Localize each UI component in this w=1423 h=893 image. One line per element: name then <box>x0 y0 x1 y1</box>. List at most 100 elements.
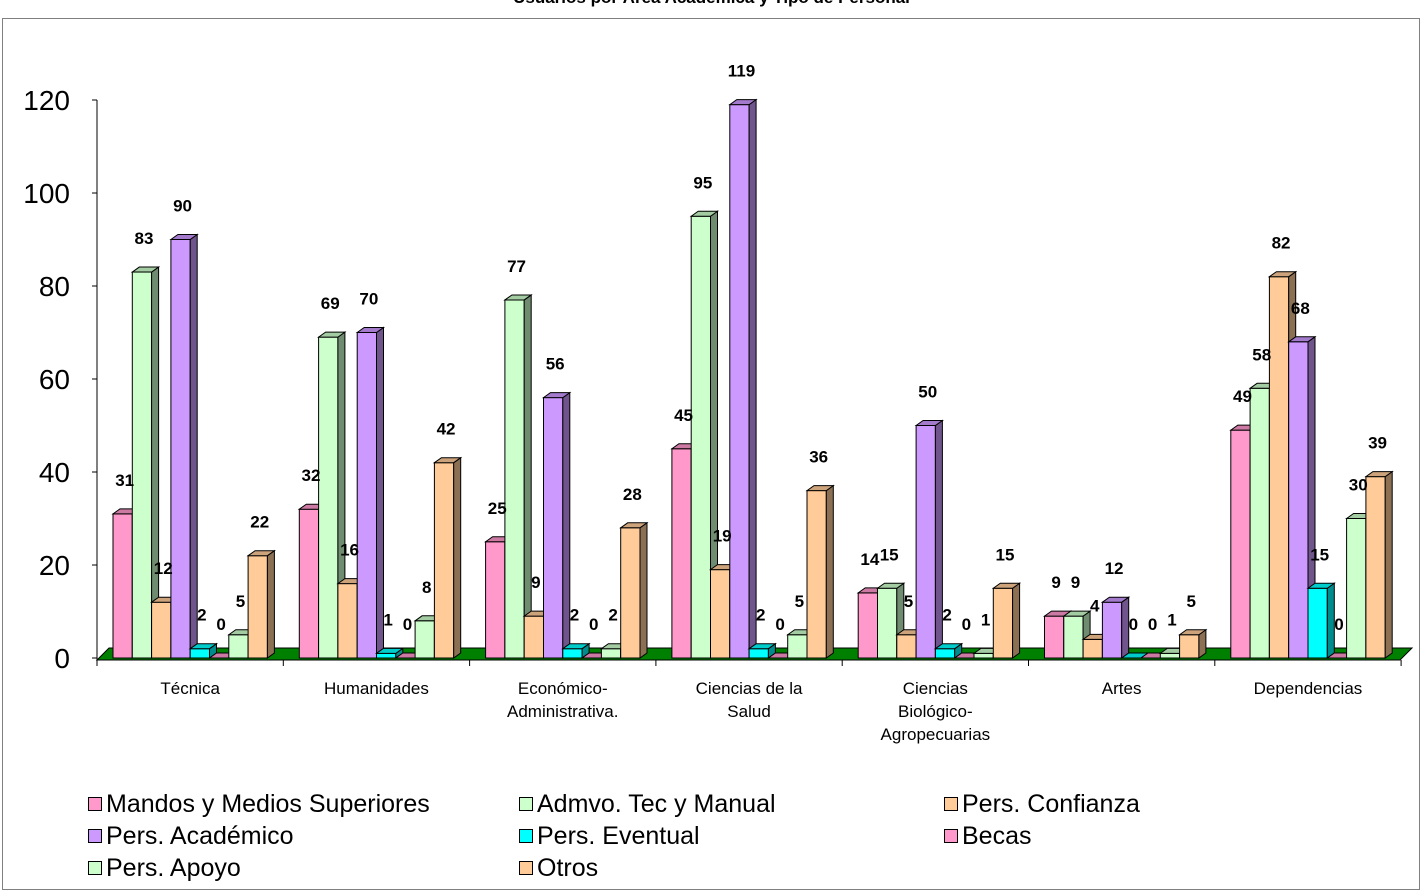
data-label: 2 <box>756 606 765 625</box>
bar-top <box>432 457 463 464</box>
data-label: 77 <box>507 257 526 276</box>
bar <box>131 271 153 659</box>
bar-side <box>748 98 757 659</box>
bar-top <box>728 99 758 106</box>
bar <box>671 448 692 659</box>
category-label: Ciencias de la <box>696 679 803 698</box>
data-label: 9 <box>531 573 540 592</box>
bar-side <box>639 521 648 659</box>
bar <box>414 620 435 659</box>
y-tick-label: 40 <box>39 457 70 488</box>
bar <box>376 652 397 659</box>
data-label: 68 <box>1291 299 1310 318</box>
data-label: 82 <box>1272 234 1291 253</box>
bar-top <box>374 647 405 654</box>
data-label: 0 <box>1129 615 1138 634</box>
bar-side <box>825 484 834 659</box>
bar <box>562 648 583 659</box>
category-label: Salud <box>727 702 770 721</box>
data-label: 0 <box>589 615 598 634</box>
data-label: 0 <box>1148 615 1157 634</box>
bar <box>298 508 320 659</box>
legend-swatch <box>88 861 102 875</box>
bar <box>318 336 339 659</box>
bar-side <box>376 326 384 659</box>
data-label: 0 <box>216 615 225 634</box>
bar <box>1179 634 1200 659</box>
bar <box>710 569 731 659</box>
bar-top <box>619 522 649 529</box>
category-label: Técnica <box>160 679 220 698</box>
legend-label: Admvo. Tec y Manual <box>537 789 776 818</box>
data-label: 39 <box>1368 434 1387 453</box>
legend-label: Pers. Eventual <box>537 821 700 850</box>
bar-top <box>317 331 347 338</box>
bar <box>1268 276 1290 659</box>
legend-item: Mandos y Medios Superiores <box>88 788 430 820</box>
bar-top <box>1267 271 1298 278</box>
category-label: Humanidades <box>324 679 429 698</box>
bar <box>1307 587 1328 659</box>
legend-item: Pers. Confianza <box>944 788 1140 820</box>
y-tick-label: 120 <box>23 85 70 116</box>
data-label: 28 <box>623 485 642 504</box>
bar-top <box>169 234 199 240</box>
legend-item: Pers. Académico <box>88 820 294 852</box>
data-label: 12 <box>1105 559 1124 578</box>
bar-top <box>747 643 777 650</box>
data-label: 15 <box>995 545 1014 564</box>
data-label: 2 <box>608 606 617 625</box>
data-label: 15 <box>880 545 899 564</box>
bar <box>787 634 808 659</box>
category-label: Biológico- <box>898 702 973 721</box>
bar <box>600 648 622 659</box>
legend-label: Pers. Confianza <box>962 789 1140 818</box>
bar <box>356 332 378 659</box>
data-label: 22 <box>250 513 269 532</box>
category-label: Administrativa. <box>507 702 618 721</box>
data-label: 1 <box>1167 610 1176 629</box>
data-label: 19 <box>713 527 732 546</box>
y-tick-label: 60 <box>39 364 70 395</box>
category-label: Dependencias <box>1254 679 1363 698</box>
y-tick-label: 0 <box>54 643 70 674</box>
bar-top <box>914 420 944 426</box>
data-label: 58 <box>1252 345 1271 364</box>
legend-swatch <box>519 829 533 843</box>
category-label: Económico- <box>518 679 608 698</box>
data-label: 49 <box>1233 387 1252 406</box>
bar-top <box>1178 629 1208 636</box>
bar-top <box>1364 471 1394 478</box>
bar <box>992 587 1014 659</box>
data-label: 2 <box>570 606 579 625</box>
category-label: Artes <box>1102 679 1142 698</box>
data-label: 9 <box>1051 573 1060 592</box>
legend-swatch <box>944 797 958 811</box>
data-label: 5 <box>236 592 245 611</box>
bar <box>1044 615 1065 659</box>
bar <box>1346 518 1367 659</box>
bar <box>915 425 936 659</box>
data-label: 32 <box>301 466 320 485</box>
y-tick-label: 100 <box>23 178 70 209</box>
bar <box>748 648 769 659</box>
bar-top <box>1062 610 1092 617</box>
bar-top <box>805 485 835 492</box>
data-label: 25 <box>488 499 507 518</box>
data-label: 5 <box>795 592 804 611</box>
data-label: 0 <box>1334 615 1343 634</box>
bar-top <box>1306 582 1336 589</box>
bar <box>228 634 249 659</box>
bar-top <box>246 550 276 557</box>
legend-item: Pers. Apoyo <box>88 852 241 884</box>
data-label: 14 <box>860 550 879 569</box>
data-label: 15 <box>1310 545 1329 564</box>
y-tick-label: 20 <box>39 550 70 581</box>
data-label: 8 <box>422 578 431 597</box>
bar <box>1249 387 1270 659</box>
data-label: 9 <box>1071 573 1080 592</box>
data-label: 83 <box>134 229 153 248</box>
bar <box>337 583 358 659</box>
